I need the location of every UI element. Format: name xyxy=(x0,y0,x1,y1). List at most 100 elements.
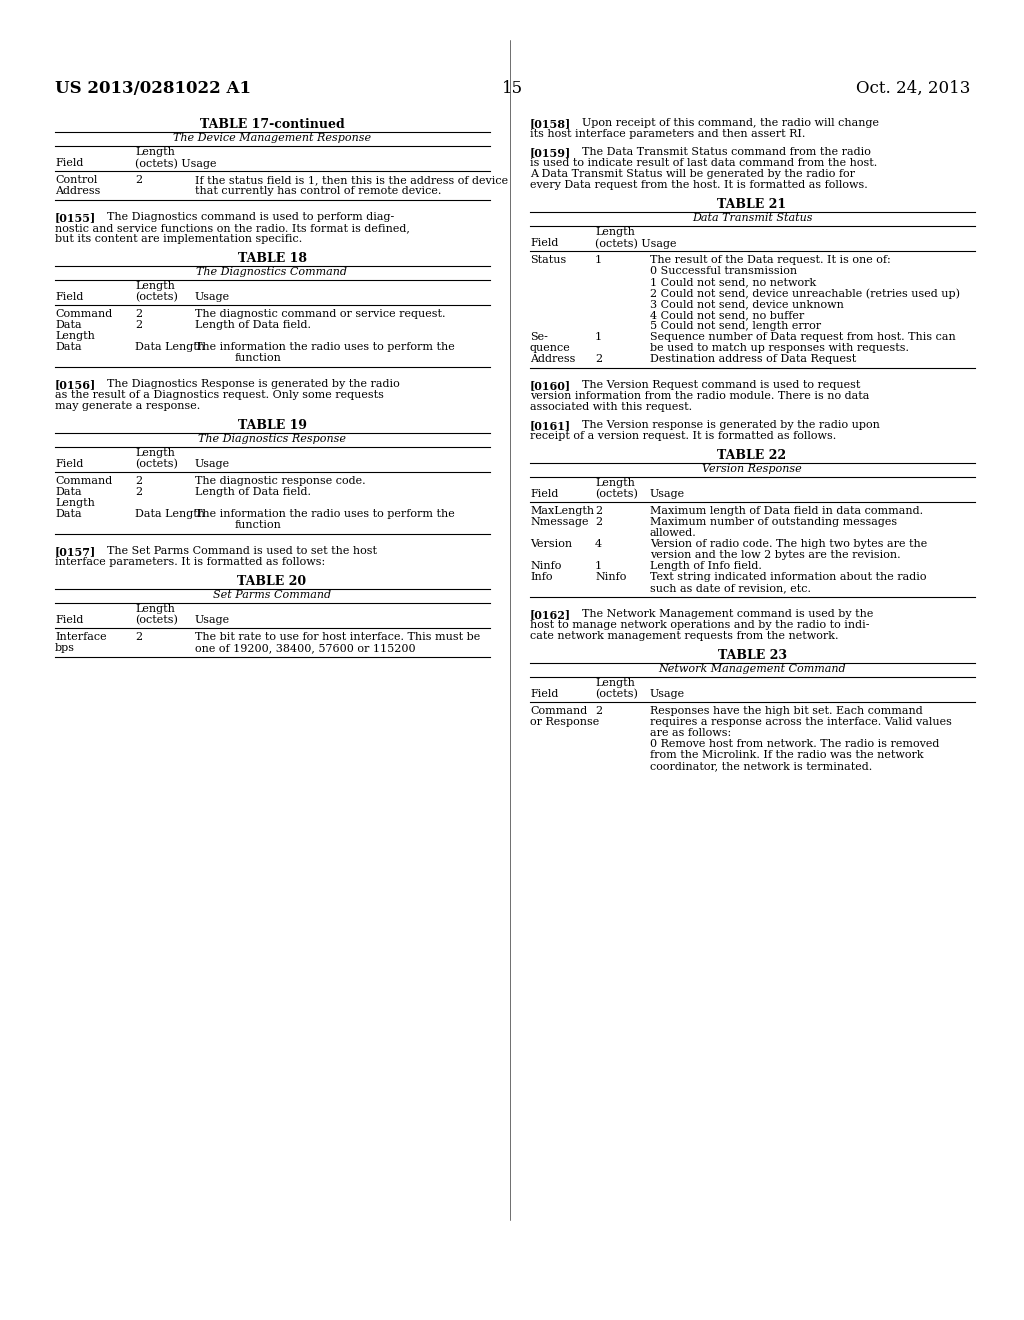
Text: Length: Length xyxy=(55,498,95,508)
Text: function: function xyxy=(234,352,282,363)
Text: Version of radio code. The high two bytes are the: Version of radio code. The high two byte… xyxy=(650,539,928,549)
Text: TABLE 21: TABLE 21 xyxy=(718,198,786,211)
Text: Field: Field xyxy=(530,488,558,499)
Text: 2: 2 xyxy=(595,706,602,715)
Text: TABLE 19: TABLE 19 xyxy=(238,418,306,432)
Text: nostic and service functions on the radio. Its format is defined,: nostic and service functions on the radi… xyxy=(55,223,410,234)
Text: Length: Length xyxy=(595,227,635,238)
Text: [0158]: [0158] xyxy=(530,117,571,129)
Text: Destination address of Data Request: Destination address of Data Request xyxy=(650,354,856,364)
Text: Responses have the high bit set. Each command: Responses have the high bit set. Each co… xyxy=(650,706,923,715)
Text: 0 Successful transmission: 0 Successful transmission xyxy=(650,267,797,276)
Text: Length: Length xyxy=(135,447,175,458)
Text: be used to match up responses with requests.: be used to match up responses with reque… xyxy=(650,343,909,352)
Text: but its content are implementation specific.: but its content are implementation speci… xyxy=(55,234,302,244)
Text: coordinator, the network is terminated.: coordinator, the network is terminated. xyxy=(650,762,872,771)
Text: version information from the radio module. There is no data: version information from the radio modul… xyxy=(530,391,869,401)
Text: Command: Command xyxy=(530,706,587,715)
Text: function: function xyxy=(234,520,282,531)
Text: [0162]: [0162] xyxy=(530,609,571,620)
Text: TABLE 22: TABLE 22 xyxy=(718,449,786,462)
Text: The bit rate to use for host interface. This must be: The bit rate to use for host interface. … xyxy=(195,632,480,642)
Text: Data Length: Data Length xyxy=(135,342,205,352)
Text: or Response: or Response xyxy=(530,717,599,727)
Text: The Version Request command is used to request: The Version Request command is used to r… xyxy=(582,380,860,389)
Text: The Diagnostics Response: The Diagnostics Response xyxy=(198,434,346,444)
Text: Text string indicated information about the radio: Text string indicated information about … xyxy=(650,572,927,582)
Text: Usage: Usage xyxy=(195,292,230,302)
Text: [0159]: [0159] xyxy=(530,147,571,158)
Text: Set Parms Command: Set Parms Command xyxy=(213,590,331,601)
Text: A Data Transmit Status will be generated by the radio for: A Data Transmit Status will be generated… xyxy=(530,169,855,180)
Text: Field: Field xyxy=(55,292,83,302)
Text: Se-: Se- xyxy=(530,333,548,342)
Text: Length of Data field.: Length of Data field. xyxy=(195,319,311,330)
Text: is used to indicate result of last data command from the host.: is used to indicate result of last data … xyxy=(530,158,878,168)
Text: 1 Could not send, no network: 1 Could not send, no network xyxy=(650,277,816,286)
Text: Data: Data xyxy=(55,319,82,330)
Text: from the Microlink. If the radio was the network: from the Microlink. If the radio was the… xyxy=(650,750,924,760)
Text: may generate a response.: may generate a response. xyxy=(55,401,201,411)
Text: Command: Command xyxy=(55,309,113,319)
Text: (octets): (octets) xyxy=(595,689,638,700)
Text: Usage: Usage xyxy=(195,615,230,624)
Text: that currently has control of remote device.: that currently has control of remote dev… xyxy=(195,186,441,195)
Text: The Version response is generated by the radio upon: The Version response is generated by the… xyxy=(582,420,880,430)
Text: 2: 2 xyxy=(595,354,602,364)
Text: 2: 2 xyxy=(135,487,142,498)
Text: Data Length: Data Length xyxy=(135,510,205,519)
Text: Nmessage: Nmessage xyxy=(530,517,589,527)
Text: 2: 2 xyxy=(135,632,142,642)
Text: quence: quence xyxy=(530,343,570,352)
Text: bps: bps xyxy=(55,643,75,653)
Text: [0161]: [0161] xyxy=(530,420,571,432)
Text: The information the radio uses to perform the: The information the radio uses to perfor… xyxy=(195,510,455,519)
Text: TABLE 17-continued: TABLE 17-continued xyxy=(200,117,344,131)
Text: TABLE 20: TABLE 20 xyxy=(238,576,306,587)
Text: Length: Length xyxy=(135,147,175,157)
Text: receipt of a version request. It is formatted as follows.: receipt of a version request. It is form… xyxy=(530,432,837,441)
Text: Version Response: Version Response xyxy=(702,465,802,474)
Text: If the status field is 1, then this is the address of device: If the status field is 1, then this is t… xyxy=(195,176,508,185)
Text: Info: Info xyxy=(530,572,553,582)
Text: (octets): (octets) xyxy=(595,488,638,499)
Text: 2: 2 xyxy=(135,477,142,486)
Text: The Device Management Response: The Device Management Response xyxy=(173,133,371,143)
Text: The information the radio uses to perform the: The information the radio uses to perfor… xyxy=(195,342,455,352)
Text: Field: Field xyxy=(530,238,558,248)
Text: (octets) Usage: (octets) Usage xyxy=(135,158,216,169)
Text: 1: 1 xyxy=(595,333,602,342)
Text: TABLE 18: TABLE 18 xyxy=(238,252,306,265)
Text: The diagnostic command or service request.: The diagnostic command or service reques… xyxy=(195,309,445,319)
Text: [0155]: [0155] xyxy=(55,213,96,223)
Text: Network Management Command: Network Management Command xyxy=(658,664,846,675)
Text: The Set Parms Command is used to set the host: The Set Parms Command is used to set the… xyxy=(106,546,377,556)
Text: every Data request from the host. It is formatted as follows.: every Data request from the host. It is … xyxy=(530,180,867,190)
Text: Field: Field xyxy=(55,459,83,469)
Text: Address: Address xyxy=(530,354,575,364)
Text: Version: Version xyxy=(530,539,572,549)
Text: The Diagnostics Response is generated by the radio: The Diagnostics Response is generated by… xyxy=(106,379,399,389)
Text: TABLE 23: TABLE 23 xyxy=(718,649,786,663)
Text: Field: Field xyxy=(55,158,83,168)
Text: are as follows:: are as follows: xyxy=(650,729,731,738)
Text: 5 Could not send, length error: 5 Could not send, length error xyxy=(650,321,821,331)
Text: Control: Control xyxy=(55,176,97,185)
Text: its host interface parameters and then assert RI.: its host interface parameters and then a… xyxy=(530,129,805,139)
Text: Length of Info field.: Length of Info field. xyxy=(650,561,762,572)
Text: Length: Length xyxy=(595,478,635,488)
Text: The result of the Data request. It is one of:: The result of the Data request. It is on… xyxy=(650,255,891,265)
Text: Field: Field xyxy=(530,689,558,700)
Text: 2: 2 xyxy=(135,176,142,185)
Text: 2: 2 xyxy=(135,319,142,330)
Text: 4: 4 xyxy=(595,539,602,549)
Text: Data: Data xyxy=(55,487,82,498)
Text: Length: Length xyxy=(135,605,175,614)
Text: The Diagnostics command is used to perform diag-: The Diagnostics command is used to perfo… xyxy=(106,213,394,222)
Text: 1: 1 xyxy=(595,255,602,265)
Text: (octets): (octets) xyxy=(135,459,178,470)
Text: 2: 2 xyxy=(595,506,602,516)
Text: requires a response across the interface. Valid values: requires a response across the interface… xyxy=(650,717,952,727)
Text: Usage: Usage xyxy=(195,459,230,469)
Text: host to manage network operations and by the radio to indi-: host to manage network operations and by… xyxy=(530,620,869,630)
